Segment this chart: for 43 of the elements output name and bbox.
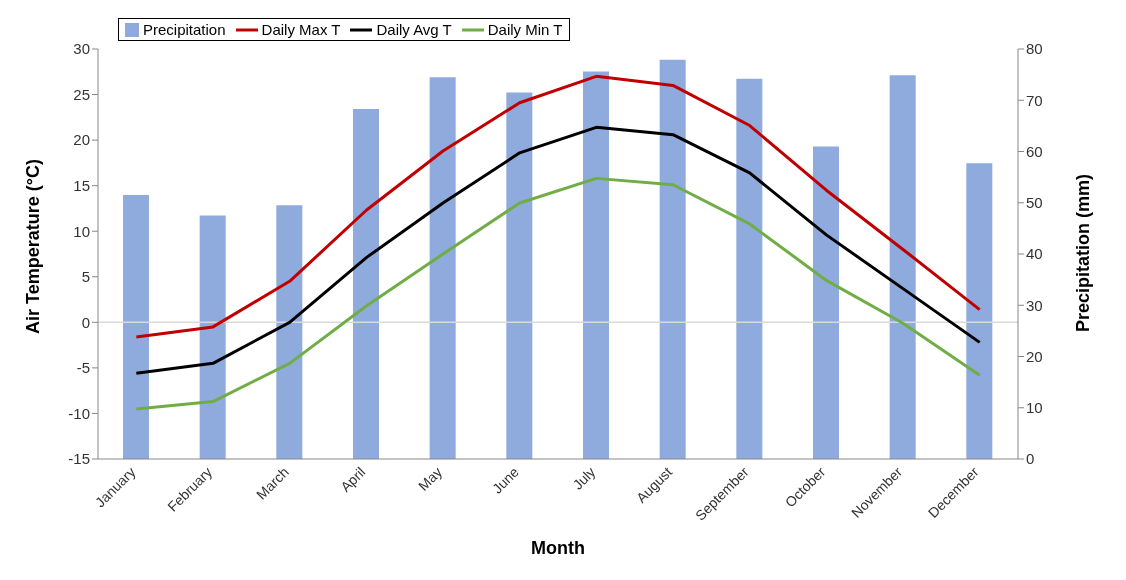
bar	[123, 195, 149, 459]
y2-tick-label: 60	[1026, 142, 1043, 160]
y2-tick-label: 40	[1026, 245, 1043, 263]
y-tick-label: 20	[73, 131, 90, 149]
bar	[583, 71, 609, 459]
line-series	[134, 74, 982, 339]
y2-tick-label: 70	[1026, 91, 1043, 109]
y-tick-label: 25	[73, 85, 90, 103]
y2-tick-label: 30	[1026, 296, 1043, 314]
y-tick-label: -10	[68, 404, 90, 422]
y2-tick-label: 20	[1026, 347, 1043, 365]
y2-tick-label: 50	[1026, 194, 1043, 212]
legend-label: Daily Max T	[260, 21, 341, 38]
bar	[199, 215, 226, 459]
bar	[889, 75, 916, 459]
y-tick-label: -15	[68, 450, 90, 468]
bar	[429, 77, 456, 459]
x-tick-label: July	[569, 463, 599, 493]
y-tick-label: 5	[81, 268, 90, 286]
y-tick-label: 10	[73, 222, 90, 240]
y2-tick-label: 80	[1026, 40, 1043, 58]
bar	[353, 108, 379, 459]
y-tick-label: 15	[73, 176, 90, 194]
bar	[966, 163, 993, 459]
legend-label: Daily Avg T	[375, 21, 452, 38]
y2-tick-label: 0	[1026, 450, 1035, 468]
x-tick-label: May	[415, 463, 446, 494]
y2-tick-label: 10	[1026, 399, 1043, 417]
bar	[736, 78, 763, 459]
y-tick-label: 0	[81, 313, 90, 331]
bar	[276, 205, 303, 459]
line-series	[134, 176, 982, 411]
y-axis-title: Air Temperature (°C)	[23, 159, 44, 334]
bar	[506, 92, 533, 459]
y-tick-label: -5	[76, 359, 90, 377]
y-tick-label: 30	[73, 40, 90, 58]
x-axis-title: Month	[531, 538, 585, 558]
line-series	[134, 125, 982, 375]
legend-label: Precipitation	[142, 21, 226, 38]
bar	[659, 59, 686, 459]
bar	[813, 146, 839, 459]
y2-axis-title: Precipitation (mm)	[1073, 174, 1094, 333]
legend-label: Daily Min T	[486, 21, 563, 38]
